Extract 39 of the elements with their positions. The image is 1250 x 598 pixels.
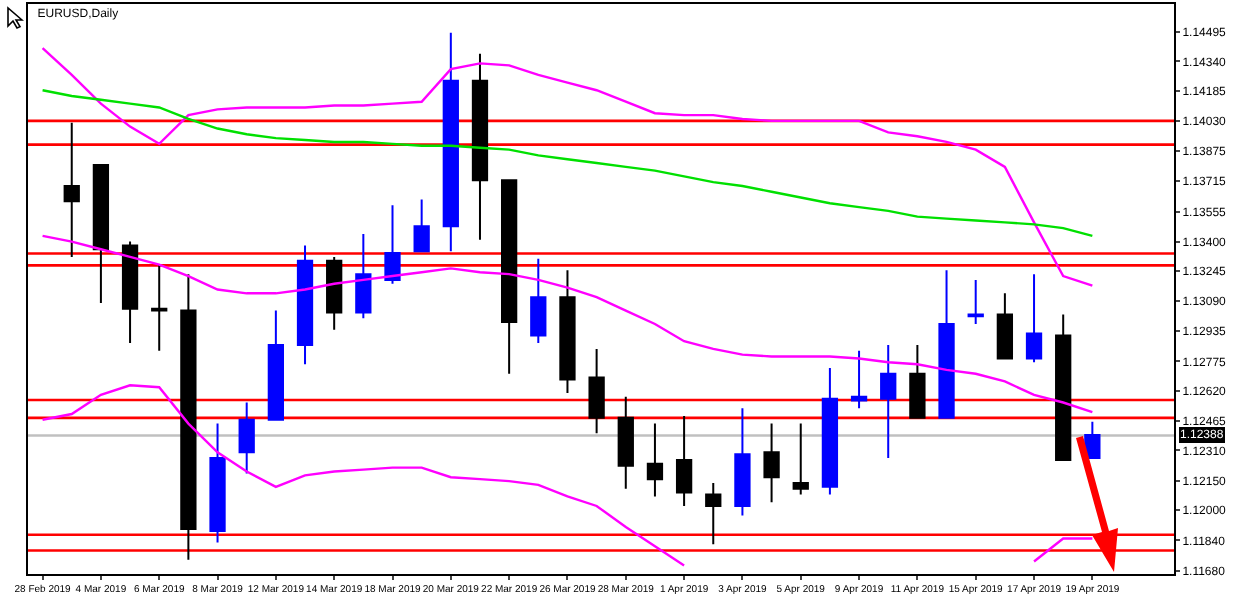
candlestick (209, 422, 226, 544)
candlestick (705, 482, 722, 546)
line-series (41, 234, 1094, 414)
candlestick (792, 422, 809, 496)
candlestick (559, 269, 576, 394)
candlestick (63, 121, 80, 258)
candlestick (92, 163, 110, 304)
candlestick (326, 255, 343, 331)
candlestick (646, 422, 664, 498)
candlestick (938, 269, 955, 419)
candlestick (821, 367, 839, 496)
candlestick (1084, 420, 1101, 460)
candlestick (238, 401, 255, 475)
candlestick (675, 414, 693, 507)
candlestick (267, 309, 284, 421)
candlestick (296, 244, 314, 366)
candlestick (151, 263, 168, 352)
candlestick (588, 347, 605, 435)
candlestick (355, 232, 372, 320)
candlestick (909, 344, 926, 419)
candlestick (763, 422, 780, 504)
line-series (41, 46, 1094, 287)
candlestick (384, 204, 401, 285)
candlestick (1055, 313, 1072, 461)
candlestick (996, 292, 1014, 360)
candlestick (471, 52, 489, 241)
candlestick (442, 31, 459, 253)
candlestick (880, 344, 897, 460)
candlestick (734, 407, 751, 517)
candlestick (121, 240, 139, 345)
candlestick (967, 278, 984, 325)
line-series (41, 89, 1094, 238)
candlestick (413, 198, 430, 253)
candlestick (617, 395, 634, 490)
candlestick (850, 349, 868, 410)
candlestick (1025, 273, 1043, 364)
candlestick (501, 179, 518, 375)
candlestick (180, 273, 197, 561)
candlestick (530, 257, 547, 345)
